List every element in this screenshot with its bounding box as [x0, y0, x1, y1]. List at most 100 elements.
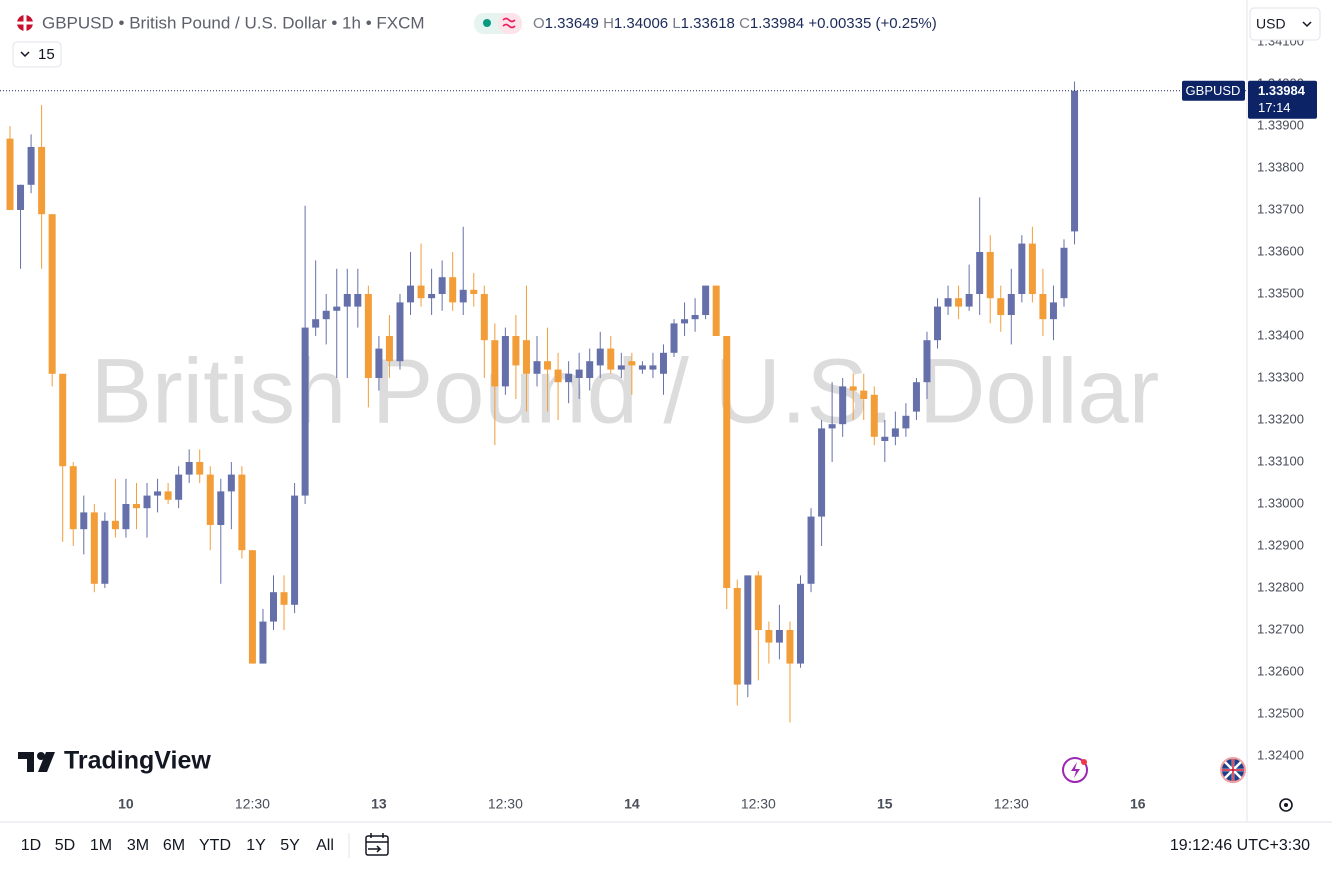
- indicator-box[interactable]: [12, 41, 62, 68]
- candle-body: [607, 348, 615, 370]
- candle-body: [944, 298, 952, 307]
- candle-body: [164, 491, 172, 500]
- candle-body: [238, 474, 246, 551]
- price-tag-countdown: 17:14: [1258, 100, 1291, 115]
- range-button[interactable]: 1Y: [246, 837, 266, 854]
- currency-dropdown[interactable]: [1249, 7, 1321, 41]
- currency: USD: [1256, 16, 1286, 32]
- candle-body: [891, 428, 899, 437]
- y-tick-label: 1.33800: [1257, 159, 1304, 174]
- candle-body: [965, 293, 973, 307]
- candle-body: [691, 314, 699, 320]
- candle-body: [17, 184, 25, 210]
- y-tick-label: 1.33500: [1257, 285, 1304, 300]
- candle-body: [227, 474, 235, 492]
- candle-body: [617, 365, 625, 370]
- x-tick-label: 12:30: [741, 796, 776, 812]
- logo-mark: [18, 752, 34, 772]
- y-tick-label: 1.33900: [1257, 117, 1304, 132]
- y-tick-label: 1.33700: [1257, 201, 1304, 216]
- x-tick-label: 13: [371, 796, 387, 812]
- candle-body: [565, 373, 573, 383]
- range-button[interactable]: YTD: [199, 837, 231, 854]
- ohlc-label: L: [672, 15, 680, 32]
- candle-body: [670, 323, 678, 353]
- x-tick-label: 12:30: [235, 796, 270, 812]
- ohlc-value: 1.33984: [750, 15, 804, 32]
- symbol-tag: [1182, 80, 1245, 101]
- settings-hub: [1284, 803, 1288, 807]
- candle-body: [111, 520, 119, 530]
- price-tag-value: 1.33984: [1258, 83, 1306, 98]
- candle-body: [343, 293, 351, 307]
- candle-body: [6, 138, 14, 210]
- y-tick-label: 1.32900: [1257, 537, 1304, 552]
- candle-body: [554, 369, 562, 383]
- candle-body: [470, 289, 478, 294]
- range-button[interactable]: 1M: [90, 837, 112, 854]
- ohlc-legend: O1.33649 H1.34006 L1.33618 C1.33984 +0.0…: [533, 15, 937, 32]
- candle-body: [902, 415, 910, 429]
- candle-body: [997, 298, 1005, 315]
- candle-body: [38, 146, 46, 215]
- y-tick-label: 1.32700: [1257, 621, 1304, 636]
- candle-body: [912, 382, 920, 412]
- candle-body: [154, 491, 162, 496]
- status-wave: [502, 17, 516, 29]
- candle-body: [775, 629, 783, 643]
- y-tick-label: 1.32600: [1257, 663, 1304, 678]
- range-button[interactable]: 5Y: [280, 837, 300, 854]
- clock: 19:12:46 UTC+3:30: [1170, 837, 1310, 854]
- watermark: British Pound / U.S. Dollar: [91, 340, 1160, 442]
- candle-body: [649, 365, 657, 370]
- candle-body: [765, 629, 773, 643]
- y-tick-label: 1.33300: [1257, 369, 1304, 384]
- range-button[interactable]: 5D: [55, 837, 75, 854]
- candle-body: [196, 461, 204, 475]
- candle-body: [522, 340, 530, 374]
- calendar-icon[interactable]: [365, 835, 389, 856]
- candle-body: [923, 340, 931, 383]
- candle-body: [733, 587, 741, 685]
- candle-body: [280, 592, 288, 605]
- y-tick-label: 1.33600: [1257, 243, 1304, 258]
- candle-body: [480, 293, 488, 341]
- candle-body: [354, 293, 362, 307]
- status-pill-right: [498, 13, 522, 34]
- candle-body: [333, 306, 341, 311]
- candle-body: [533, 361, 541, 374]
- symbol-title: GBPUSD • British Pound / U.S. Dollar • 1…: [42, 13, 425, 32]
- candle-body: [259, 621, 267, 664]
- y-tick-label: 1.33200: [1257, 411, 1304, 426]
- y-tick-label: 1.33400: [1257, 327, 1304, 342]
- candle-body: [1007, 293, 1015, 315]
- ohlc-label: C: [739, 15, 750, 32]
- chevron: [20, 51, 30, 58]
- candle-body: [934, 306, 942, 341]
- settings-icon[interactable]: [1279, 798, 1293, 812]
- candle-body: [849, 386, 857, 391]
- candle-body: [185, 461, 193, 475]
- candle-body: [712, 285, 720, 336]
- range-button[interactable]: 3M: [127, 837, 149, 854]
- range-button[interactable]: All: [316, 837, 334, 854]
- candle-body: [881, 436, 889, 441]
- range-button[interactable]: 6M: [163, 837, 185, 854]
- candle-body: [27, 146, 35, 185]
- candle-body: [175, 474, 183, 500]
- candle-body: [638, 365, 646, 370]
- ohlc-value: 1.34006: [614, 15, 668, 32]
- candle-body: [101, 520, 109, 584]
- range-button[interactable]: 1D: [21, 837, 41, 854]
- ohlc-value: 1.33649: [545, 15, 599, 32]
- candle-body: [839, 386, 847, 425]
- flag-badge-red: [1222, 759, 1244, 781]
- candle-body: [322, 310, 330, 320]
- candle-body: [407, 285, 415, 303]
- candle-body: [818, 428, 826, 517]
- candle-body: [501, 335, 509, 387]
- candle-body: [459, 289, 467, 303]
- candle-body: [955, 298, 963, 307]
